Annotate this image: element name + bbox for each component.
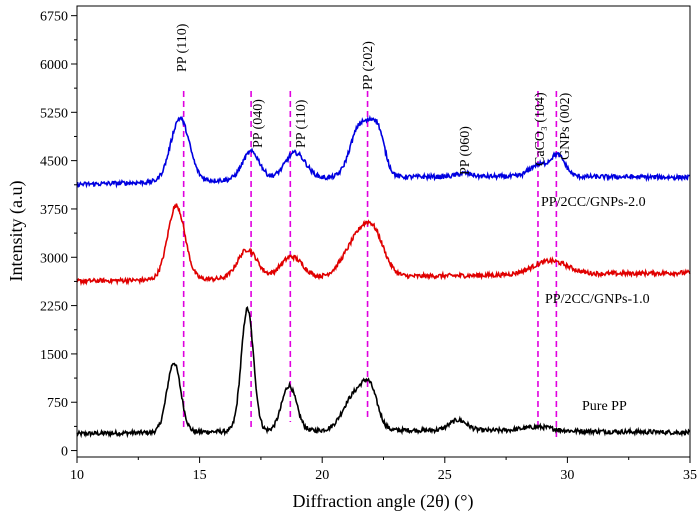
axis-ticks: 10 15 20 25 30 35 0 750 1500 2250 3000 3750 4500 5250… — [40, 10, 697, 483]
series-line-2 — [76, 114, 691, 189]
y-axis-title: Intensity (a.u) — [6, 181, 27, 282]
series-name-label: PP/2CC/GNPs-1.0 — [545, 292, 650, 307]
y-tick-label: 3000 — [40, 251, 68, 266]
y-tick-label: 4500 — [40, 155, 68, 170]
series-name-label: Pure PP — [582, 399, 627, 414]
y-tick-label: 1500 — [40, 348, 68, 363]
series-line-1 — [76, 203, 691, 287]
peak-label: PP (202) — [361, 41, 376, 90]
x-tick-label: 35 — [683, 468, 697, 483]
x-tick-label: 25 — [438, 468, 452, 483]
y-tick-label: 6000 — [40, 58, 68, 73]
y-tick-label: 750 — [47, 396, 68, 411]
series-name-label: PP/2CC/GNPs-2.0 — [541, 195, 646, 210]
peak-label: PP (060) — [458, 126, 473, 175]
x-tick-label: 20 — [315, 468, 329, 483]
series-group — [76, 114, 691, 439]
x-axis-title: Diffraction angle (2θ) (°) — [293, 491, 474, 512]
peak-label: CaCO₃ (104) — [533, 92, 548, 166]
y-tick-label: 5250 — [40, 106, 68, 121]
series-line-0 — [76, 306, 691, 439]
x-tick-label: 15 — [193, 468, 207, 483]
peak-label: PP (110) — [294, 99, 309, 148]
peak-label: PP (040) — [251, 99, 266, 148]
y-tick-label: 2250 — [40, 300, 68, 315]
series-labels: PP/2CC/GNPs-2.0 PP/2CC/GNPs-1.0 Pure PP — [541, 195, 650, 414]
y-tick-label: 0 — [61, 445, 68, 460]
peak-labels: PP (110) PP (040) PP (110) PP (202) PP (060)… — [175, 23, 573, 175]
plot-frame — [76, 5, 691, 458]
x-tick-label: 10 — [70, 468, 84, 483]
peak-label: PP (110) — [175, 23, 190, 72]
peak-label: GNPs (002) — [558, 92, 573, 160]
y-tick-label: 6750 — [40, 10, 68, 25]
x-tick-label: 30 — [560, 468, 574, 483]
y-tick-label: 3750 — [40, 203, 68, 218]
